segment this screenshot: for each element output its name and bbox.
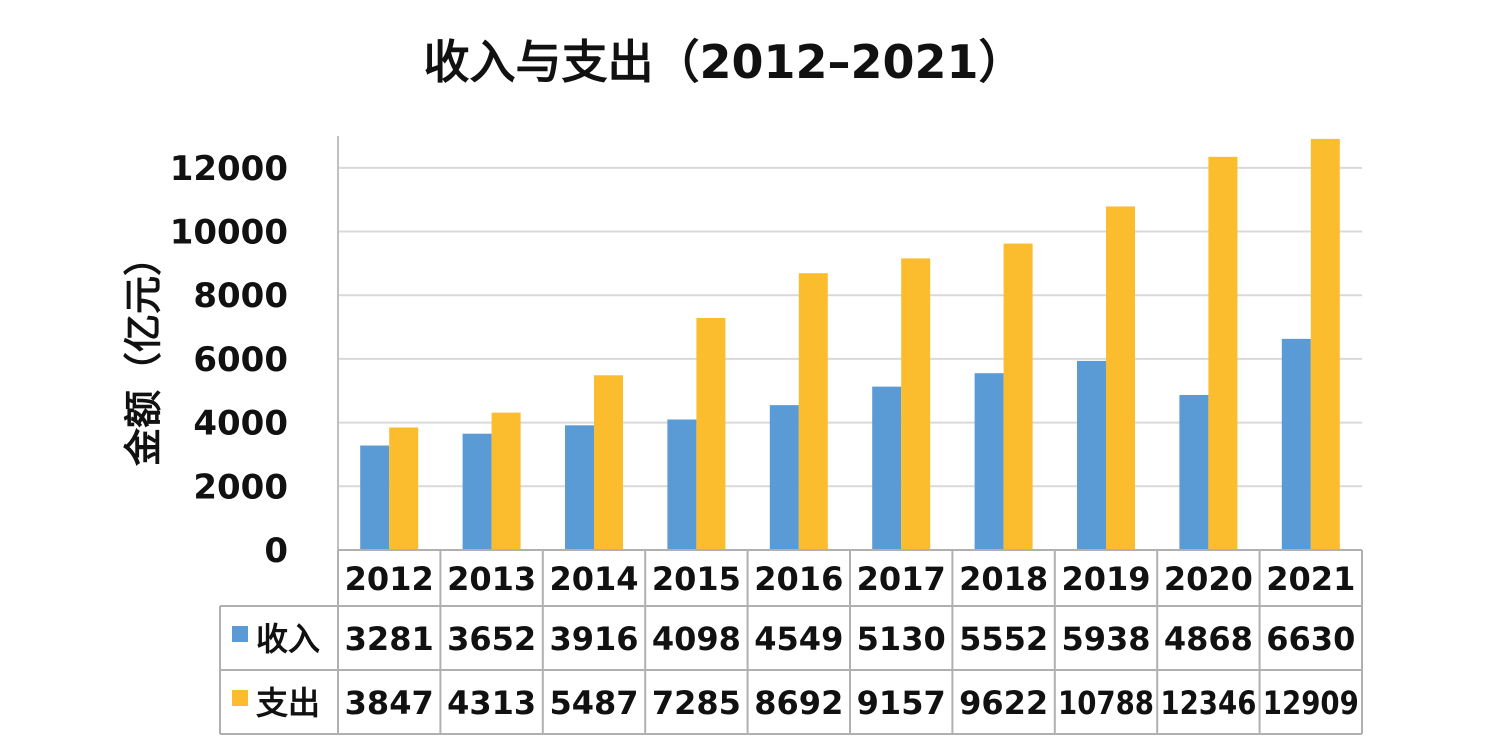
bar-expense-2020: [1208, 156, 1238, 550]
data-label: 3916: [549, 620, 638, 658]
data-label: 5130: [857, 620, 946, 658]
legend-label: 支出: [256, 684, 320, 722]
bar-expense-2018: [1003, 243, 1033, 551]
legend-swatch: [232, 690, 248, 706]
bar-income-2013: [462, 433, 492, 550]
data-label: 12346: [1160, 684, 1256, 722]
bar-expense-2015: [696, 318, 726, 550]
data-table: 2012 2013 2014 2015 2016 2017 2018 2019 2020 2021…: [219, 549, 1363, 735]
bar-income-2020: [1179, 394, 1209, 550]
data-label: 10788: [1058, 684, 1154, 722]
data-label: 7285: [652, 684, 741, 722]
x-tick-label: 2015: [652, 560, 741, 598]
data-label: 5938: [1061, 620, 1150, 658]
bar-income-2015: [667, 419, 697, 550]
data-label: 6630: [1266, 620, 1355, 658]
data-label: 3652: [447, 620, 536, 658]
x-tick-label: 2012: [345, 560, 434, 598]
bar-income-2016: [769, 405, 799, 550]
bar-income-2018: [974, 373, 1004, 550]
data-label: 4098: [652, 620, 741, 658]
data-label: 3847: [345, 684, 434, 722]
y-tick-label: 2000: [193, 467, 288, 507]
bar-expense-2021: [1310, 138, 1340, 550]
bar-income-2019: [1077, 360, 1106, 550]
x-tick-label: 2019: [1061, 560, 1150, 598]
y-tick-label: 4000: [193, 404, 288, 444]
data-label: 4549: [754, 620, 843, 658]
data-label: 8692: [754, 684, 843, 722]
bar-expense-2016: [798, 273, 828, 550]
legend-label: 收入: [256, 620, 320, 658]
x-tick-label: 2018: [959, 560, 1048, 598]
x-tick-label: 2021: [1266, 560, 1355, 598]
y-tick-label: 8000: [193, 276, 288, 316]
bar-expense-2014: [594, 375, 623, 550]
bar-income-2014: [565, 425, 594, 550]
y-tick-label: 0: [264, 531, 288, 571]
y-tick-label: 12000: [170, 149, 288, 189]
x-tick-label: 2017: [857, 560, 946, 598]
legend-swatch: [232, 626, 248, 642]
bar-income-2017: [872, 386, 902, 550]
data-label: 12909: [1263, 684, 1359, 722]
bar-expense-2017: [901, 258, 931, 550]
x-tick-label: 2020: [1164, 560, 1253, 598]
x-tick-label: 2016: [754, 560, 843, 598]
data-label: 4313: [447, 684, 536, 722]
data-label: 4868: [1164, 620, 1253, 658]
chart-title: 收入与支出（2012–2021）: [423, 35, 1025, 89]
data-label: 3281: [345, 620, 434, 658]
y-tick-labels: 0 2000 4000 6000 8000 10000 12000: [170, 149, 288, 571]
bar-income-2021: [1281, 338, 1311, 550]
bar-expense-2019: [1106, 206, 1135, 550]
x-tick-label: 2014: [549, 560, 638, 598]
data-label: 9157: [857, 684, 946, 722]
bar-income-2012: [360, 445, 390, 550]
bars: [360, 138, 1340, 551]
y-tick-label: 6000: [193, 340, 288, 380]
data-label: 5487: [549, 684, 638, 722]
bar-expense-2013: [491, 412, 521, 550]
data-label: 5552: [959, 620, 1048, 658]
x-tick-label: 2013: [447, 560, 536, 598]
y-tick-label: 10000: [170, 213, 288, 253]
bar-expense-2012: [389, 427, 419, 550]
data-label: 9622: [959, 684, 1048, 722]
